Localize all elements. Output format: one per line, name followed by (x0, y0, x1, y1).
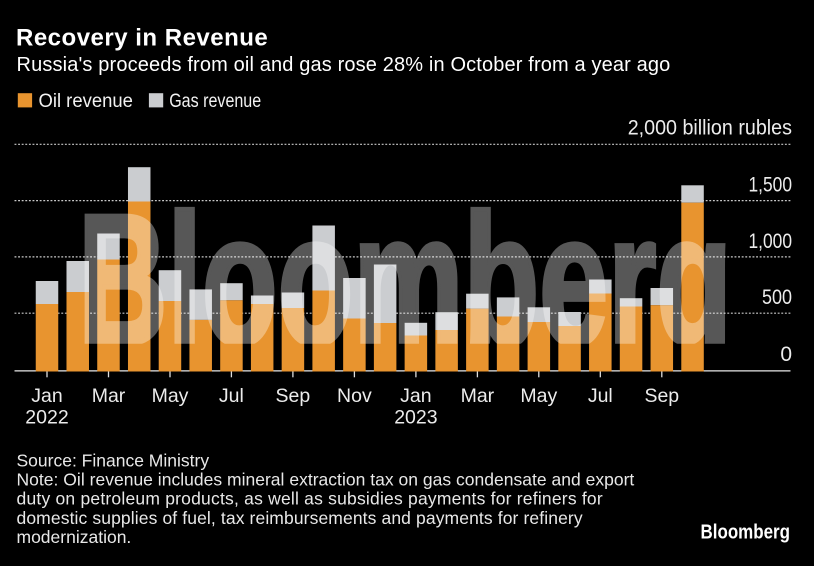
svg-text:Bloomberg: Bloomberg (78, 177, 732, 383)
svg-text:Russia's proceeds from oil and: Russia's proceeds from oil and gas rose … (17, 54, 671, 76)
svg-text:0: 0 (780, 343, 792, 366)
svg-text:modernization.: modernization. (17, 527, 132, 547)
svg-text:Jan: Jan (31, 385, 62, 407)
svg-text:Mar: Mar (92, 385, 126, 407)
svg-text:2,000 billion rubles: 2,000 billion rubles (628, 116, 792, 139)
svg-text:2023: 2023 (394, 407, 437, 429)
svg-text:duty on petroleum products, as: duty on petroleum products, as well as s… (17, 489, 603, 509)
svg-text:500: 500 (762, 286, 792, 309)
svg-text:Source: Finance Ministry: Source: Finance Ministry (17, 450, 210, 470)
svg-text:1,000: 1,000 (749, 230, 793, 253)
svg-text:Sep: Sep (276, 385, 311, 407)
svg-text:domestic supplies of fuel, tax: domestic supplies of fuel, tax reimburse… (17, 508, 583, 528)
svg-text:May: May (152, 385, 189, 407)
svg-text:1,500: 1,500 (749, 174, 793, 197)
svg-text:Mar: Mar (461, 385, 495, 407)
svg-text:Jul: Jul (588, 385, 613, 407)
svg-text:Sep: Sep (644, 385, 679, 407)
svg-text:Recovery in Revenue: Recovery in Revenue (16, 25, 268, 52)
svg-text:Oil revenue: Oil revenue (39, 91, 133, 112)
svg-text:Jan: Jan (400, 385, 431, 407)
svg-text:Bloomberg: Bloomberg (701, 522, 791, 544)
svg-text:Jul: Jul (219, 385, 244, 407)
svg-text:May: May (520, 385, 557, 407)
svg-text:2022: 2022 (25, 407, 68, 429)
svg-text:Note: Oil revenue includes min: Note: Oil revenue includes mineral extra… (17, 470, 635, 490)
svg-text:Gas revenue: Gas revenue (169, 91, 261, 112)
svg-text:Nov: Nov (337, 385, 372, 407)
